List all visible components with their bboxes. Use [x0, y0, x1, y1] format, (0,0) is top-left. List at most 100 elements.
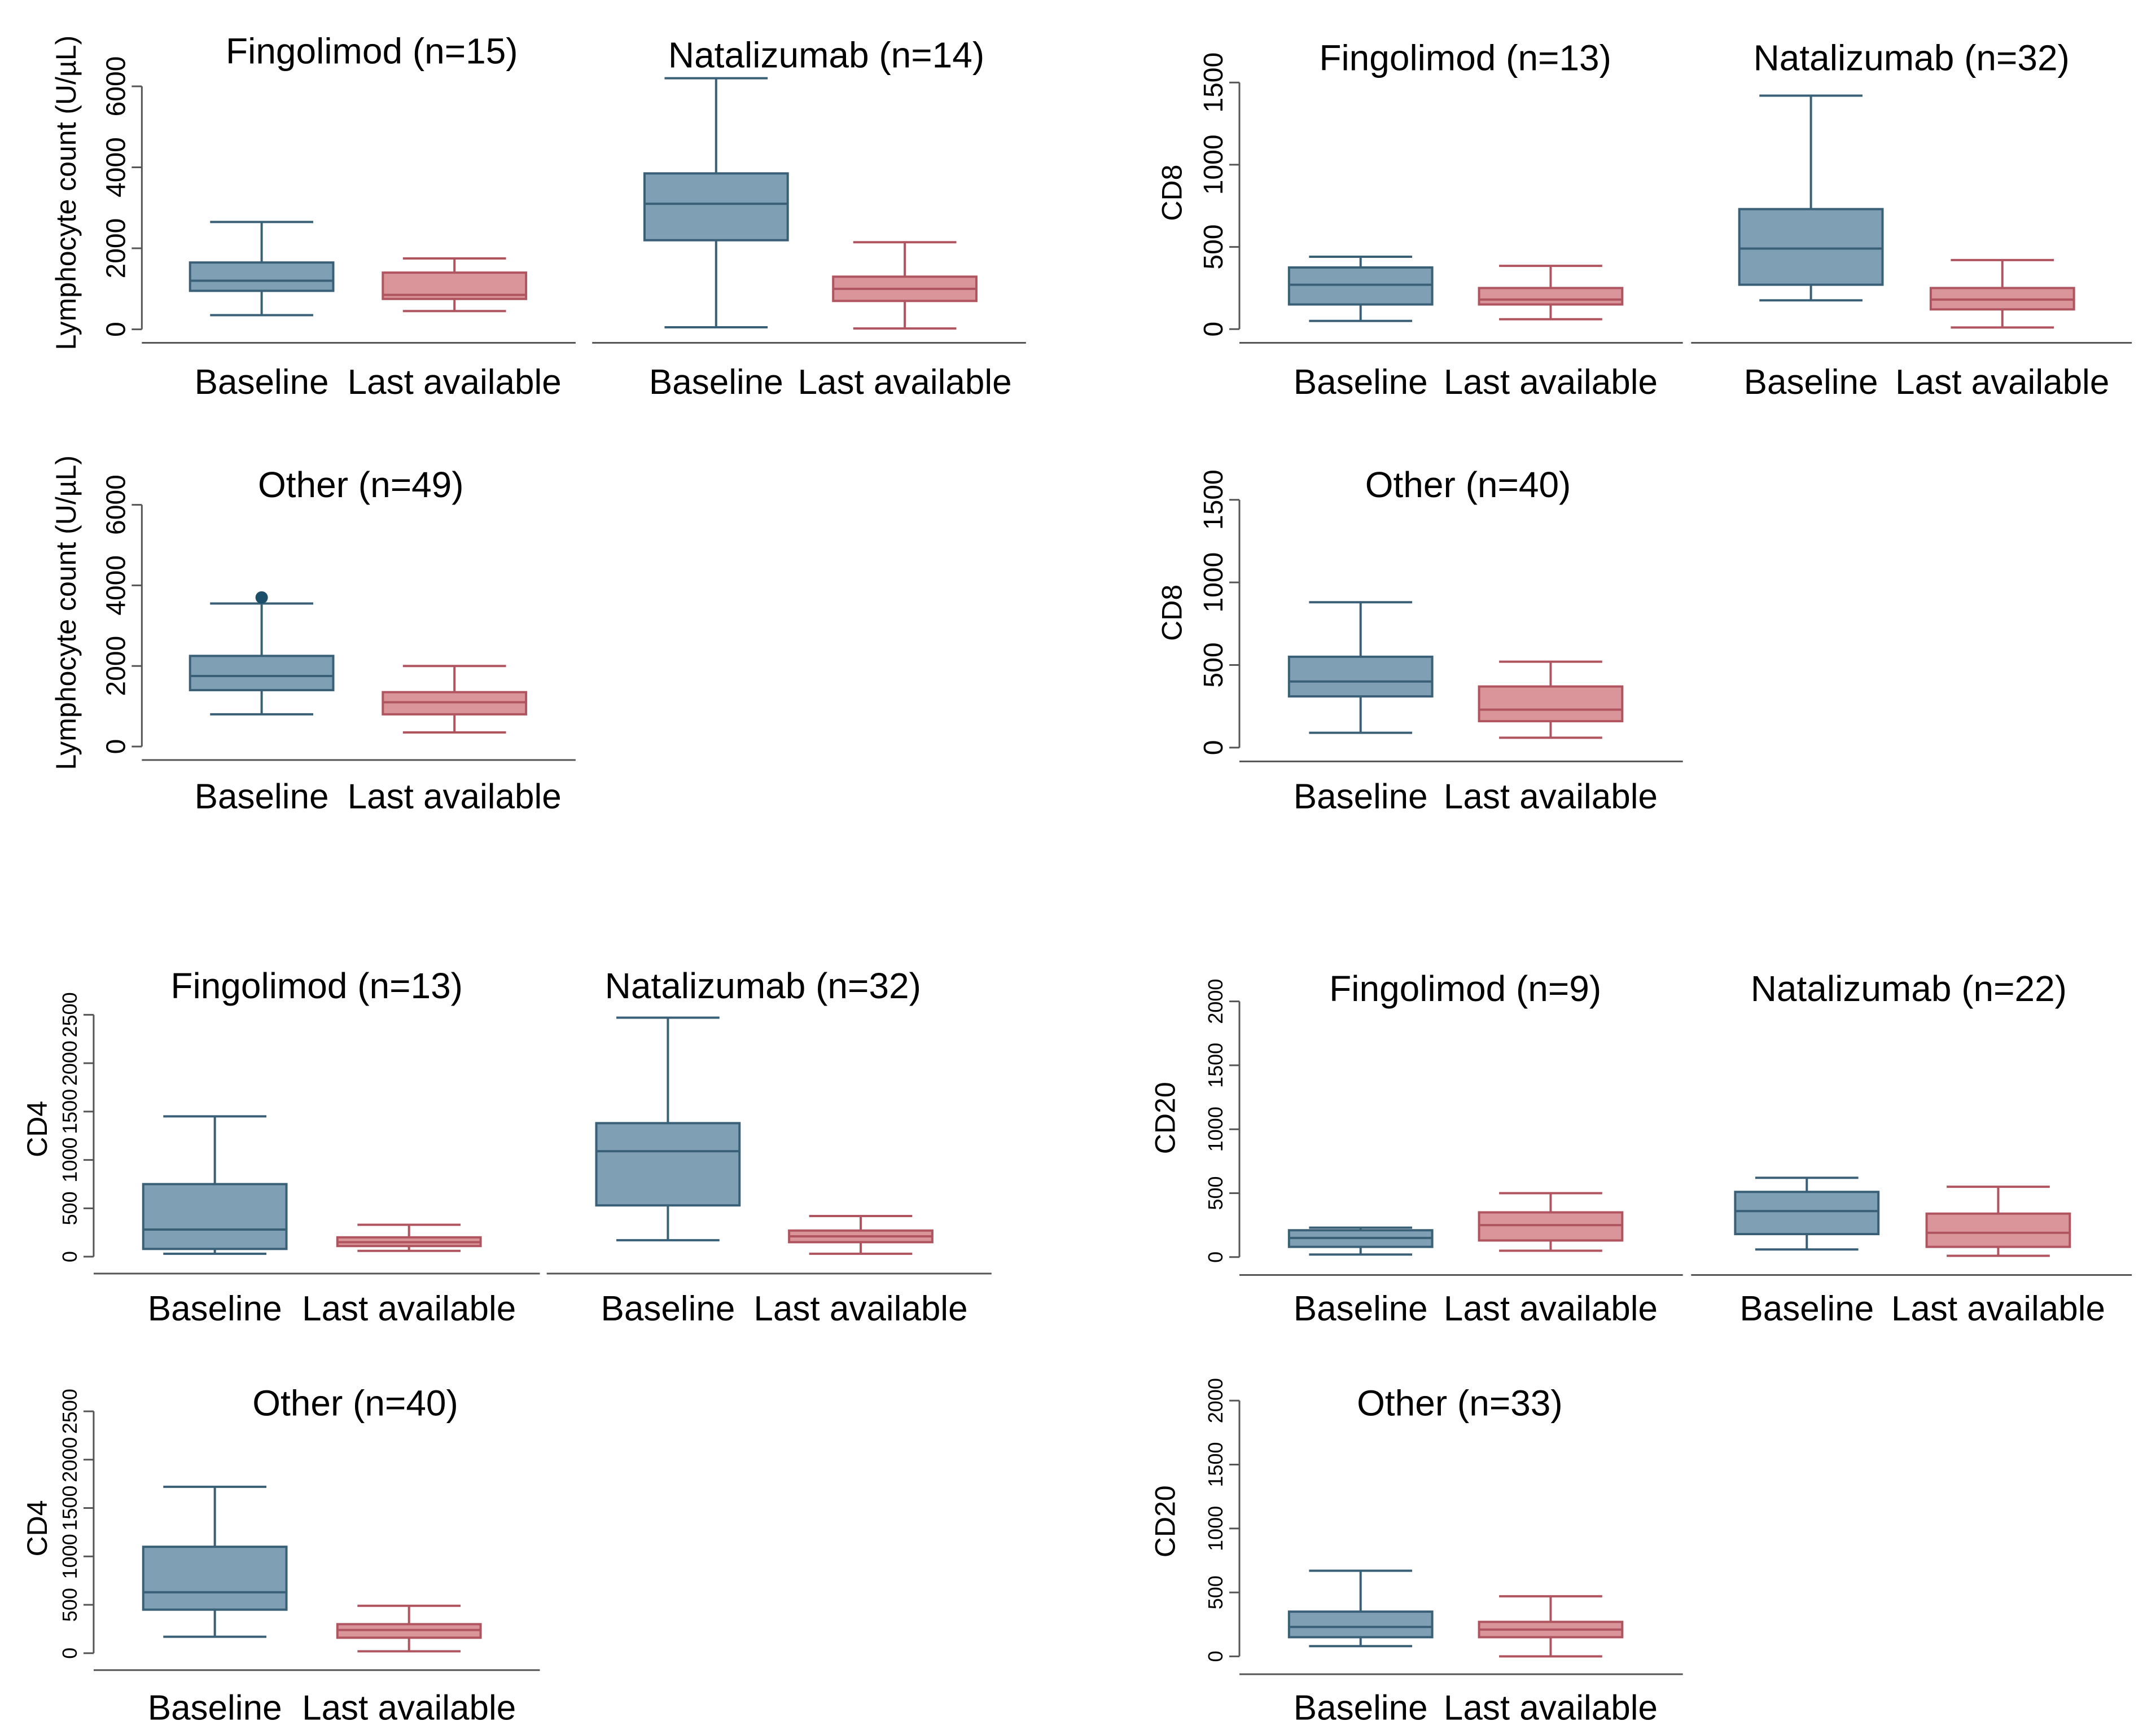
x-category-label: Baseline: [1294, 1689, 1428, 1725]
y-axis-label: CD20: [1149, 1082, 1181, 1154]
y-tick-label: 4000: [101, 555, 131, 616]
y-tick-label: 2000: [1204, 979, 1227, 1024]
y-tick-label: 0: [58, 1251, 81, 1262]
y-tick-label: 500: [1199, 642, 1229, 687]
x-category-label: Last available: [1891, 1289, 2105, 1328]
y-tick-label: 2000: [58, 1437, 81, 1482]
boxplot-panel: Fingolimod (n=13) 0 500 1000 1500 CD8 Baseline…: [1156, 37, 1658, 401]
y-tick-label: 1500: [1199, 469, 1229, 530]
x-category-label: Last available: [1444, 1689, 1658, 1725]
y-axis-label: Lymphocyte count (U/µL): [50, 36, 82, 350]
panel-title: Other (n=49): [258, 464, 464, 505]
x-category-label: Last available: [348, 777, 562, 816]
y-tick-label: 500: [58, 1588, 81, 1622]
y-axis-label: CD4: [21, 1500, 53, 1556]
panel-title: Fingolimod (n=15): [226, 30, 518, 71]
y-tick-label: 0: [101, 322, 131, 337]
boxplot-panel: Natalizumab (n=32) Baseline Last available: [1744, 37, 2110, 401]
panel-title: Fingolimod (n=9): [1329, 968, 1601, 1009]
x-category-label: Baseline: [1739, 1289, 1874, 1328]
y-tick-label: 0: [1199, 322, 1229, 337]
y-axis-label: CD8: [1156, 585, 1188, 641]
panel-title: Other (n=40): [1365, 464, 1571, 505]
y-tick-label: 500: [1204, 1176, 1227, 1210]
panel-title: Fingolimod (n=13): [170, 965, 463, 1006]
x-category-label: Baseline: [1744, 363, 1878, 402]
boxplot-panel: Other (n=33) 0 500 1000 1500 2000 CD20 Baseline…: [1149, 1378, 1658, 1725]
x-category-label: Last available: [302, 1689, 516, 1725]
x-category-label: Last available: [753, 1289, 967, 1328]
last-available-box: [1478, 1211, 1624, 1242]
x-category-label: Baseline: [148, 1289, 282, 1328]
boxplot-panel: Fingolimod (n=15) 0 2000 4000 6000 Lymphocyte…: [50, 30, 562, 402]
baseline-box: [142, 1546, 288, 1611]
x-category-label: Last available: [1444, 777, 1658, 816]
x-category-label: Last available: [1444, 363, 1658, 402]
y-tick-label: 1000: [1199, 134, 1229, 195]
panel-title: Natalizumab (n=22): [1751, 968, 2067, 1009]
y-tick-label: 2500: [58, 992, 81, 1037]
last-available-box: [1478, 685, 1624, 723]
baseline-box: [189, 655, 335, 692]
baseline-box: [142, 1183, 288, 1250]
y-axis-label: CD4: [21, 1101, 53, 1157]
boxplot-panel: Fingolimod (n=13) 0 500 1000 1500 2000 2500 CD4…: [21, 965, 516, 1328]
y-tick-label: 1500: [1199, 52, 1229, 113]
y-tick-label: 500: [58, 1191, 81, 1225]
y-tick-label: 1500: [58, 1486, 81, 1531]
baseline-box: [1287, 1610, 1434, 1639]
y-tick-label: 2000: [101, 636, 131, 696]
x-category-label: Baseline: [649, 363, 783, 402]
panel-title: Natalizumab (n=14): [668, 35, 984, 76]
y-tick-label: 1000: [1199, 552, 1229, 613]
baseline-box: [1738, 208, 1884, 286]
x-category-label: Last available: [798, 363, 1012, 402]
x-category-label: Baseline: [195, 363, 329, 402]
x-category-label: Baseline: [601, 1289, 735, 1328]
y-tick-label: 0: [1204, 1651, 1227, 1662]
y-tick-label: 1000: [1204, 1506, 1227, 1551]
y-tick-label: 2500: [58, 1389, 81, 1434]
y-tick-label: 4000: [101, 137, 131, 197]
y-tick-label: 2000: [101, 218, 131, 279]
baseline-box: [189, 261, 335, 292]
x-category-label: Baseline: [148, 1689, 282, 1725]
y-tick-label: 500: [1199, 225, 1229, 270]
y-tick-label: 0: [58, 1648, 81, 1659]
x-category-label: Last available: [348, 363, 562, 402]
baseline-box: [1287, 655, 1434, 698]
panel-title: Fingolimod (n=13): [1319, 37, 1611, 78]
panel-title: Other (n=33): [1357, 1382, 1563, 1423]
y-tick-label: 2000: [1204, 1378, 1227, 1423]
boxplot-panel: Natalizumab (n=22) Baseline Last available: [1739, 968, 2105, 1328]
panel-title: Other (n=40): [252, 1382, 458, 1423]
y-tick-label: 2000: [58, 1041, 81, 1086]
x-category-label: Baseline: [1294, 1289, 1428, 1328]
x-category-label: Last available: [1444, 1289, 1658, 1328]
baseline-box: [643, 172, 789, 242]
x-category-label: Baseline: [1294, 777, 1428, 816]
y-axis-label: CD20: [1149, 1485, 1181, 1557]
y-tick-label: 1000: [1204, 1107, 1227, 1152]
y-tick-label: 0: [1204, 1252, 1227, 1263]
panel-title: Natalizumab (n=32): [1754, 37, 2070, 78]
y-tick-label: 1500: [1204, 1442, 1227, 1487]
y-axis-label: CD8: [1156, 165, 1188, 221]
baseline-box: [595, 1122, 741, 1207]
boxplot-panel: Fingolimod (n=9) 0 500 1000 1500 2000 CD20 Base…: [1149, 968, 1658, 1328]
baseline-box: [1287, 266, 1434, 306]
boxplot-panel: Other (n=40) 0 500 1000 1500 2000 2500 CD4 Basel…: [21, 1382, 516, 1725]
last-available-box: [1478, 287, 1624, 306]
y-tick-label: 500: [1204, 1575, 1227, 1609]
y-tick-label: 0: [101, 739, 131, 754]
y-tick-label: 1500: [1204, 1043, 1227, 1088]
y-tick-label: 1000: [58, 1138, 81, 1183]
x-category-label: Baseline: [195, 777, 329, 816]
y-tick-label: 6000: [101, 56, 131, 117]
y-axis-label: Lymphocyte count (U/µL): [50, 455, 82, 770]
panel-title: Natalizumab (n=32): [605, 965, 921, 1006]
y-tick-label: 0: [1199, 740, 1229, 756]
y-tick-label: 6000: [101, 475, 131, 535]
x-category-label: Last available: [1895, 363, 2109, 402]
